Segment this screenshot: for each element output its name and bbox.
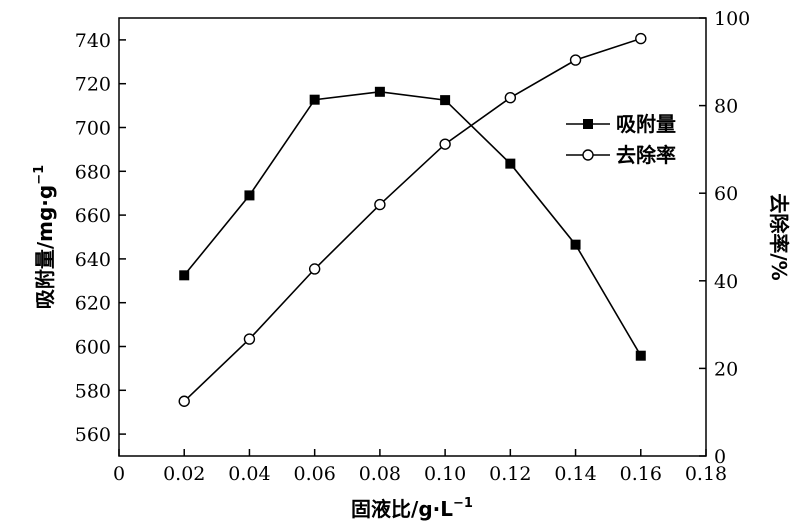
x-tick-label: 0.12	[489, 463, 531, 485]
removal-point	[439, 138, 451, 150]
left-y-tick-label: 580	[75, 380, 111, 402]
left-y-tick-label: 560	[75, 424, 111, 446]
right-y-tick-label: 80	[714, 96, 738, 118]
x-tick-label: 0.08	[359, 463, 401, 485]
legend-label-adsorption: 吸附量	[616, 112, 676, 136]
adsorption-point	[635, 350, 646, 361]
plot-frame	[118, 17, 707, 457]
x-axis-ticks: 0 0.02 0.04 0.06 0.08 0.10 0.12 0.14 0.16 0.18	[113, 449, 727, 485]
left-y-axis-title: 吸附量/mg·g−1	[32, 165, 57, 309]
adsorption-point	[570, 239, 581, 250]
legend-marker-removal	[582, 149, 594, 161]
left-y-tick-label: 700	[75, 118, 111, 140]
x-axis-title: 固液比/g·L−1	[351, 496, 473, 521]
series-layer	[178, 32, 647, 407]
x-tick-label: 0.14	[554, 463, 596, 485]
right-y-tick-label: 20	[714, 358, 738, 380]
adsorption-point	[505, 158, 516, 169]
x-tick-label: 0.10	[424, 463, 466, 485]
left-y-tick-label: 740	[75, 30, 111, 52]
removal-point	[504, 92, 517, 104]
right-y-tick-label: 0	[714, 446, 726, 468]
removal-point	[374, 198, 386, 211]
removal-point	[243, 333, 256, 345]
x-axis-title-sup: −1	[453, 496, 473, 511]
left-y-tick-label: 660	[75, 205, 111, 227]
x-tick-label: 0.06	[294, 463, 336, 485]
right-y-tick-label: 60	[714, 183, 738, 205]
x-tick-label: 0.16	[620, 463, 662, 485]
adsorption-point	[179, 270, 190, 281]
adsorption-point	[440, 95, 451, 106]
legend: 吸附量 去除率	[566, 112, 676, 167]
left-y-tick-label: 680	[75, 161, 111, 183]
removal-point	[569, 54, 582, 66]
removal-point	[178, 395, 190, 407]
adsorption-point	[309, 94, 320, 105]
x-tick-label: 0	[113, 463, 125, 485]
right-y-axis-ticks: 0 20 40 60 80 100	[699, 8, 750, 468]
adsorption-point	[374, 86, 385, 97]
left-y-tick-label: 720	[75, 74, 111, 96]
x-tick-label: 0.02	[163, 463, 205, 485]
x-tick-label: 0.04	[228, 463, 270, 485]
adsorption-point	[244, 190, 255, 201]
series-line-1	[183, 37, 642, 402]
removal-point	[308, 263, 321, 275]
removal-point	[635, 32, 647, 45]
legend-label-removal: 去除率	[616, 143, 676, 167]
left-y-axis-ticks: 560 580 600 620 640 660 680 700 720 740	[75, 30, 126, 446]
left-y-tick-label: 600	[75, 337, 111, 359]
right-y-tick-label: 40	[714, 271, 738, 293]
left-y-tick-label: 620	[75, 293, 111, 315]
left-y-tick-label: 640	[75, 249, 111, 271]
left-y-axis-title-sup: −1	[32, 165, 47, 185]
legend-marker-adsorption	[583, 119, 593, 129]
right-y-axis-title: 去除率/%	[767, 193, 791, 280]
series-line-0	[183, 90, 642, 357]
right-y-tick-label: 100	[714, 8, 750, 30]
x-tick-label: 0.18	[685, 463, 727, 485]
